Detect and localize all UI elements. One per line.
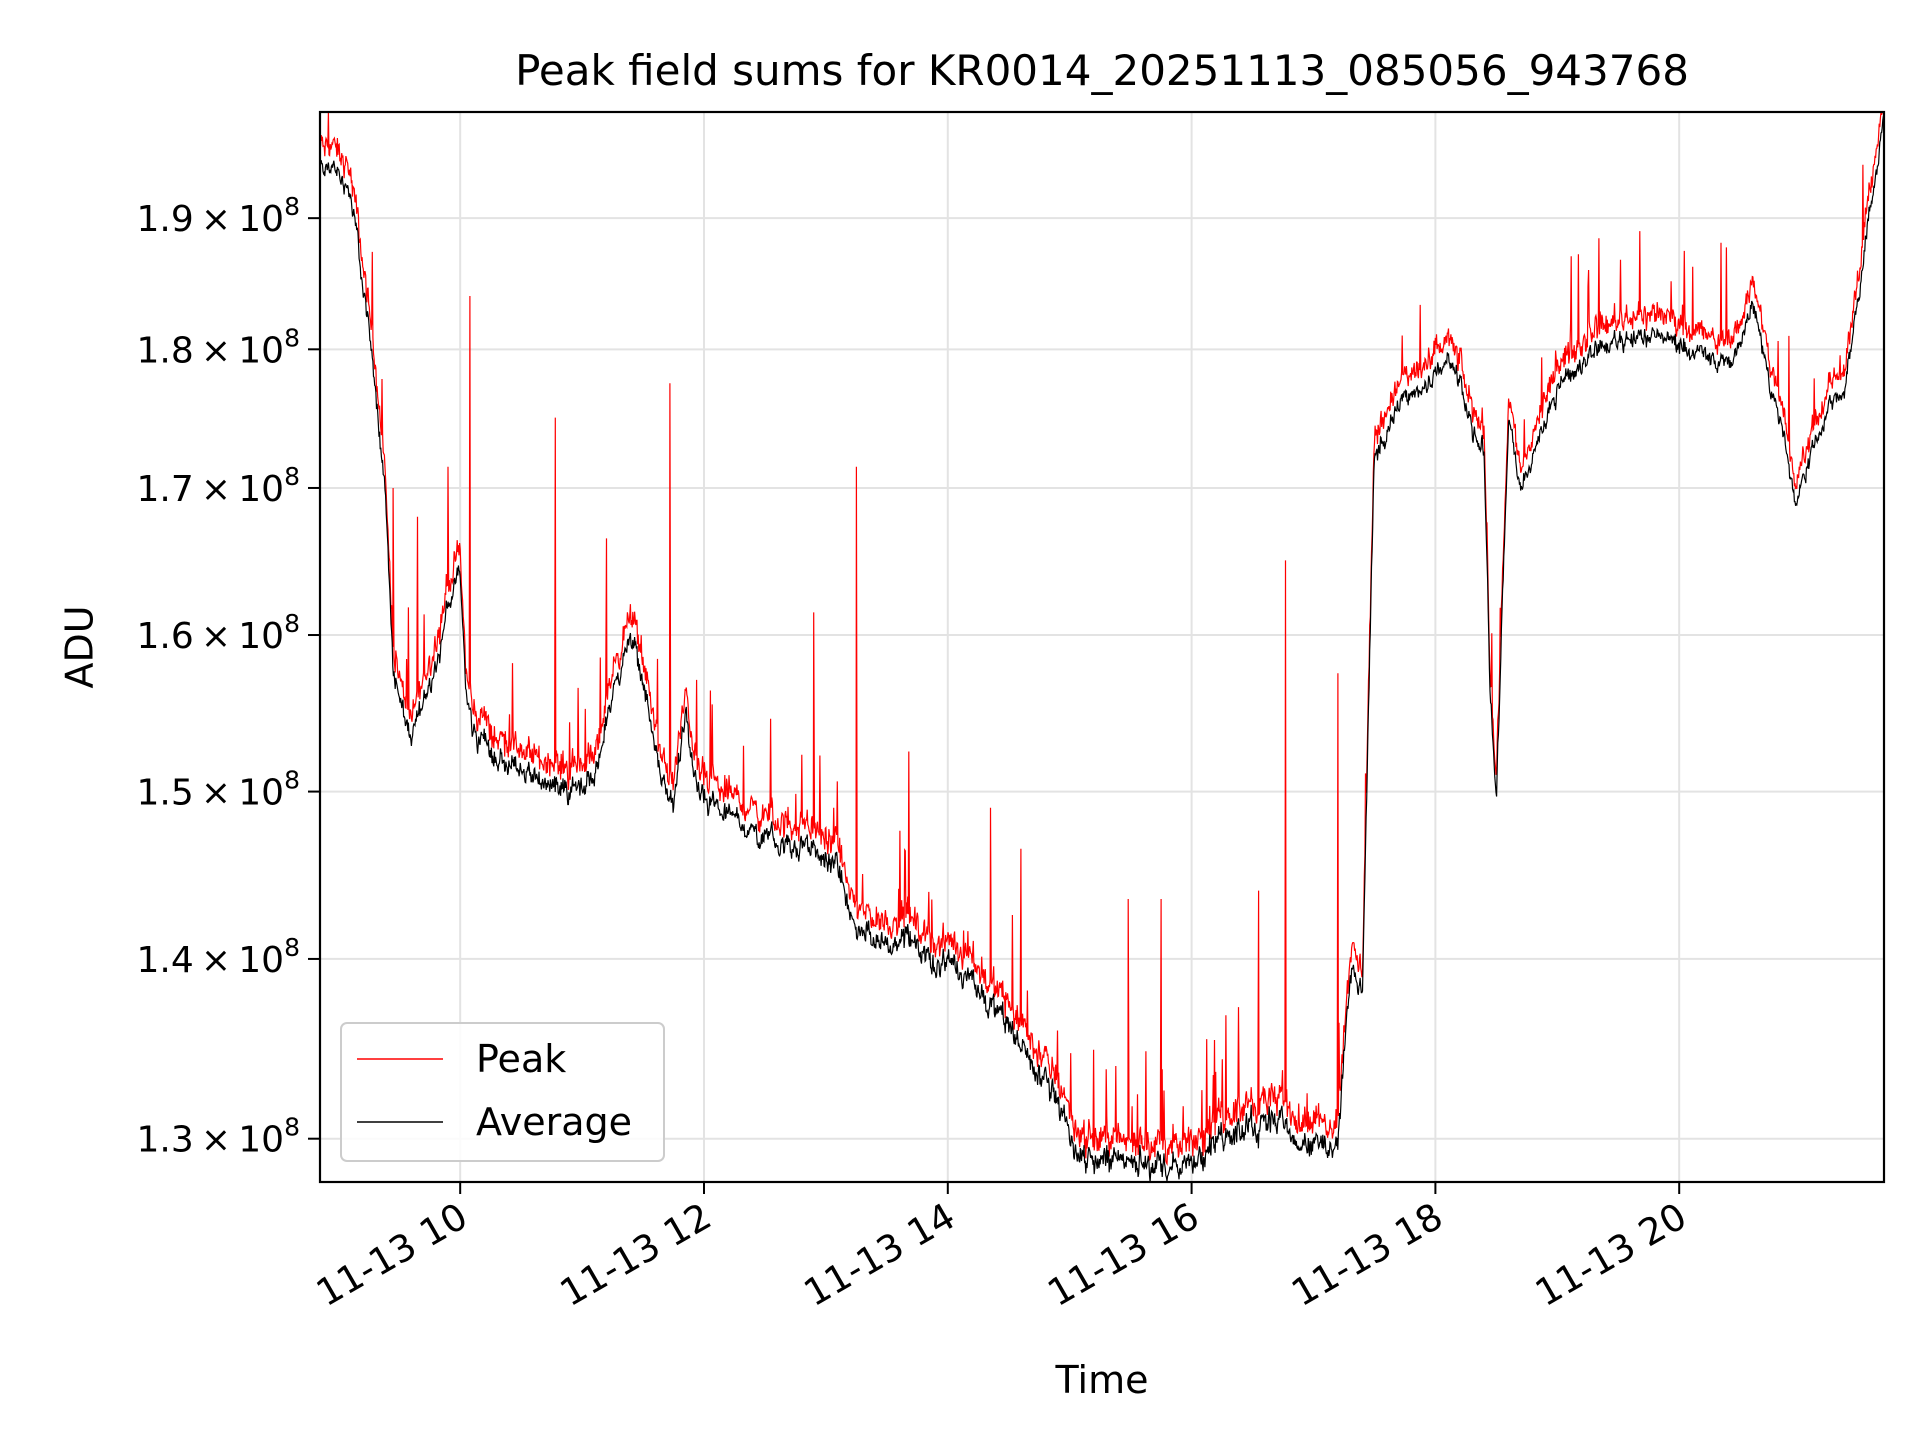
legend-peak-label: Peak xyxy=(476,1037,566,1081)
series-peak-line xyxy=(320,112,1884,1166)
chart-title: Peak field sums for KR0014_20251113_0850… xyxy=(515,46,1689,95)
y-axis-label: ADU xyxy=(58,605,102,688)
y-tick-label: 1.6 × 108 xyxy=(136,609,300,657)
series-layer xyxy=(320,112,1884,1182)
y-tick-label: 1.9 × 108 xyxy=(136,192,300,240)
series-average-line xyxy=(320,114,1884,1182)
legend: Peak Average xyxy=(340,1022,665,1162)
y-tick-label: 1.7 × 108 xyxy=(136,462,300,510)
y-tick-label: 1.5 × 108 xyxy=(136,766,300,814)
y-tick-label: 1.4 × 108 xyxy=(136,933,300,981)
legend-box xyxy=(340,1022,665,1162)
legend-average-label: Average xyxy=(476,1100,632,1144)
y-tick-label: 1.8 × 108 xyxy=(136,323,300,371)
y-tick-label: 1.3 × 108 xyxy=(136,1113,300,1161)
x-axis-label: Time xyxy=(1055,1358,1149,1402)
plot-frame xyxy=(318,110,1886,1184)
